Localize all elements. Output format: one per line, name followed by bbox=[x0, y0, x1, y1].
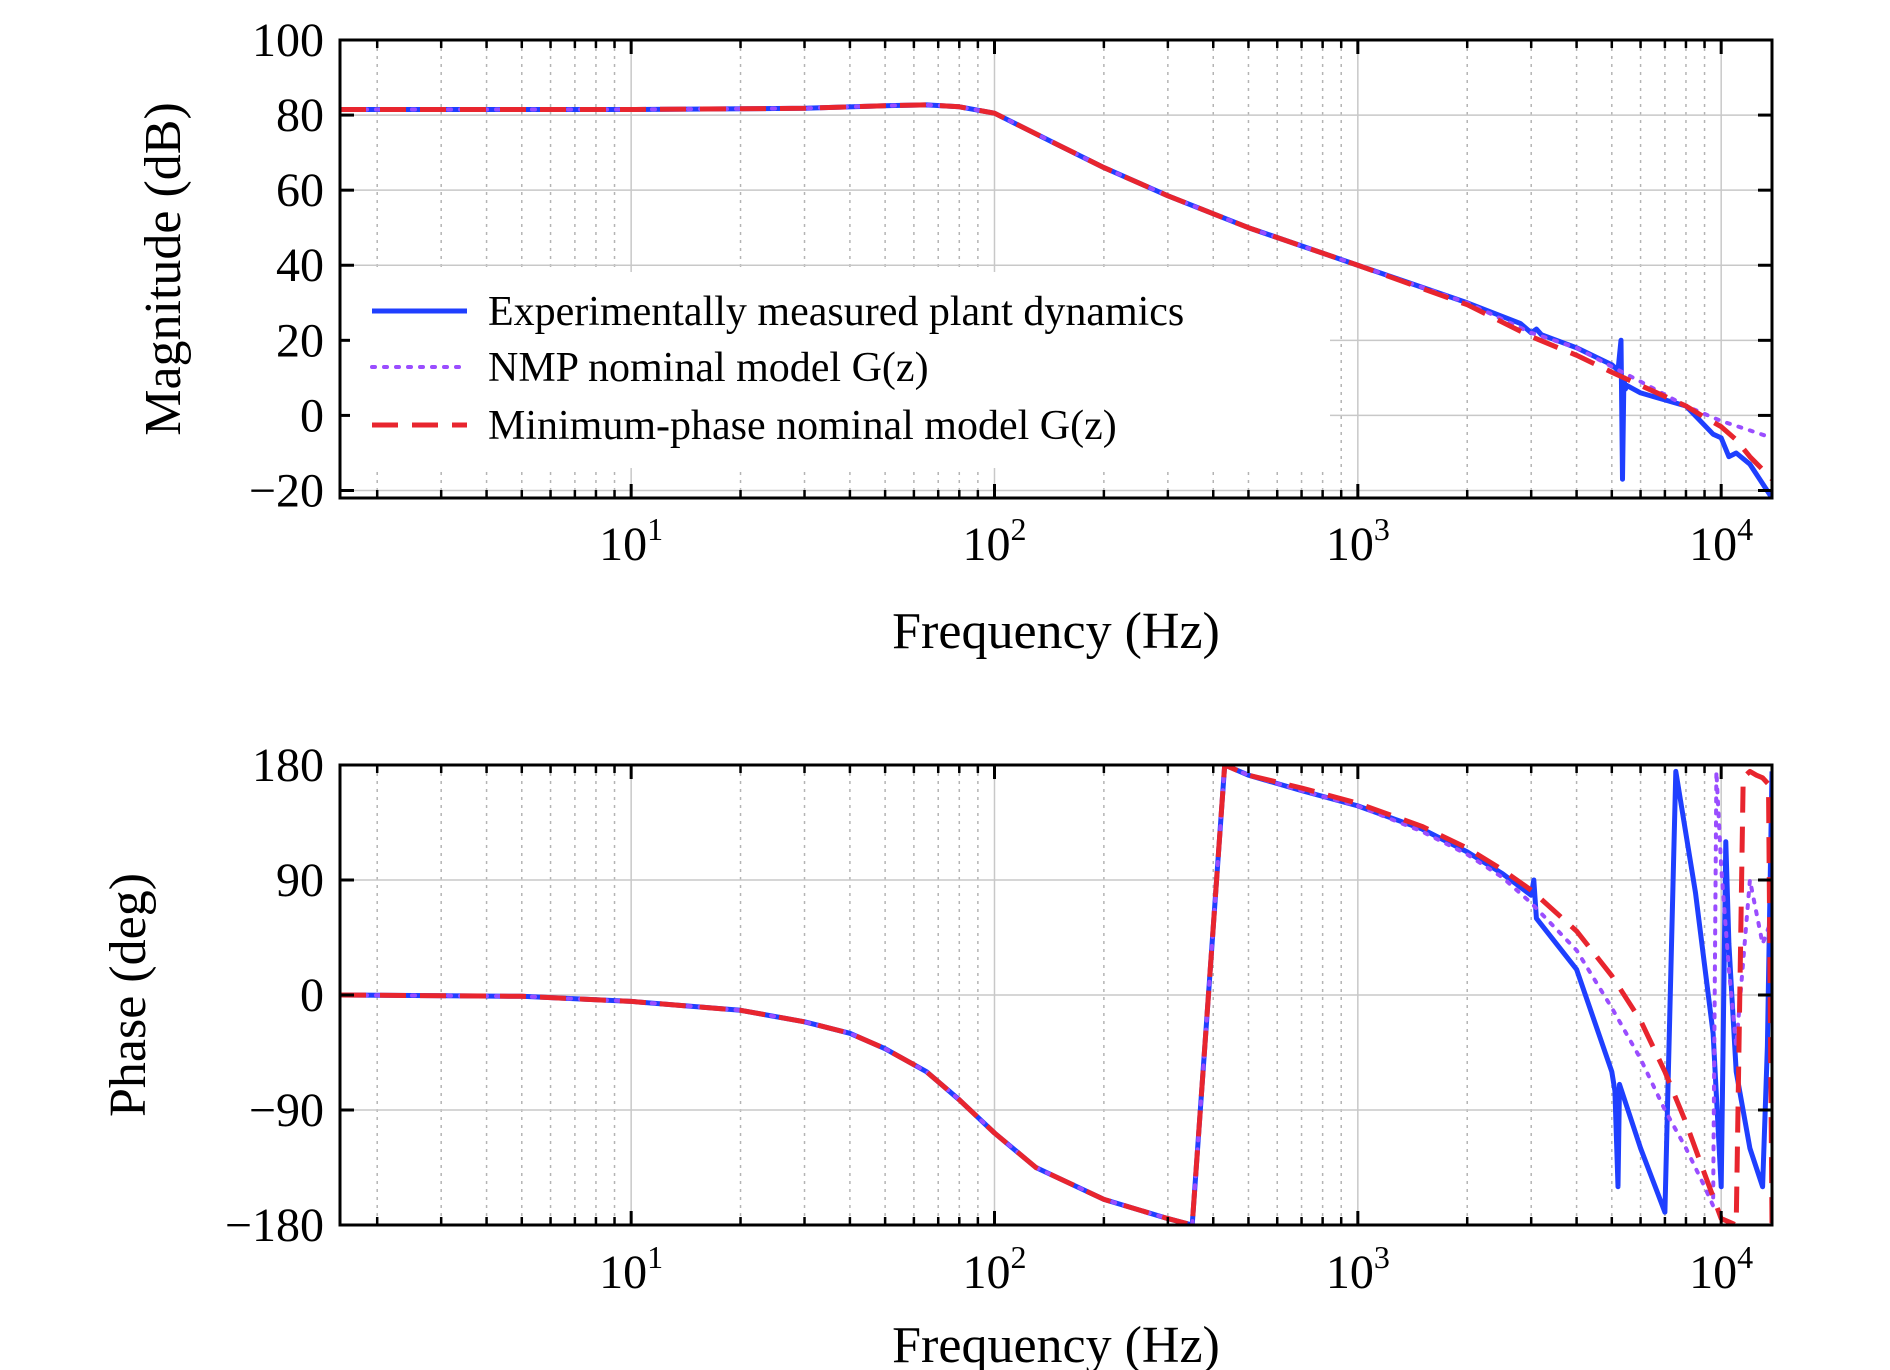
magnitude-y-tick-label: 40 bbox=[276, 239, 324, 292]
phase-y-axis-label: Phase (deg) bbox=[100, 873, 157, 1117]
phase-series-minimum-phase bbox=[340, 765, 1772, 1225]
phase-x-tick-label: 103 bbox=[1326, 1239, 1390, 1299]
magnitude-y-tick-label: −20 bbox=[249, 464, 324, 517]
magnitude-x-tick-label: 101 bbox=[599, 511, 663, 571]
phase-x-tick-label: 101 bbox=[599, 1239, 663, 1299]
legend-entry-minimum-phase: Minimum-phase nominal model G(z) bbox=[372, 403, 1117, 449]
magnitude-plot: 100 80 60 40 20 0 −20 101 102 103 104 Frequency (H… bbox=[135, 14, 1774, 660]
legend-label-measured: Experimentally measured plant dynamics bbox=[488, 289, 1184, 335]
magnitude-y-tick-label: 0 bbox=[300, 389, 324, 442]
magnitude-x-tick-label: 102 bbox=[962, 511, 1026, 571]
magnitude-frame bbox=[338, 38, 1774, 500]
magnitude-lines bbox=[340, 102, 1772, 498]
magnitude-x-tick-label: 103 bbox=[1326, 511, 1390, 571]
legend-entry-measured: Experimentally measured plant dynamics bbox=[372, 289, 1184, 335]
phase-y-tick-label: 90 bbox=[276, 854, 324, 907]
phase-y-tick-label: 180 bbox=[252, 739, 324, 792]
phase-y-tick-label: −180 bbox=[225, 1199, 324, 1252]
phase-frame bbox=[338, 763, 1774, 1227]
magnitude-x-tick-label: 104 bbox=[1689, 511, 1753, 571]
phase-tick-labels: 180 90 0 −90 −180 101 102 103 104 bbox=[225, 739, 1753, 1299]
magnitude-y-tick-label: 60 bbox=[276, 164, 324, 217]
phase-y-tick-label: 0 bbox=[300, 969, 324, 1022]
legend-box bbox=[350, 272, 1330, 468]
phase-y-tick-label: −90 bbox=[249, 1084, 324, 1137]
phase-lines bbox=[340, 765, 1772, 1225]
legend: Experimentally measured plant dynamics N… bbox=[350, 272, 1330, 468]
magnitude-series-measured bbox=[340, 102, 1772, 498]
magnitude-y-tick-label: 80 bbox=[276, 89, 324, 142]
magnitude-series-nmp bbox=[340, 102, 1772, 440]
magnitude-y-axis-label: Magnitude (dB) bbox=[135, 102, 192, 436]
magnitude-x-axis-label: Frequency (Hz) bbox=[892, 603, 1220, 660]
phase-x-axis-label: Frequency (Hz) bbox=[892, 1317, 1220, 1370]
legend-label-nmp: NMP nominal model G(z) bbox=[488, 345, 929, 391]
legend-entry-nmp: NMP nominal model G(z) bbox=[370, 345, 929, 391]
phase-x-tick-label: 104 bbox=[1689, 1239, 1753, 1299]
phase-grid bbox=[340, 765, 1772, 1225]
magnitude-y-tick-label: 20 bbox=[276, 314, 324, 367]
magnitude-y-tick-label: 100 bbox=[252, 14, 324, 67]
magnitude-series-minimum-phase bbox=[340, 102, 1772, 481]
phase-x-tick-label: 102 bbox=[962, 1239, 1026, 1299]
phase-plot: 180 90 0 −90 −180 101 102 103 104 Frequency (Hz)… bbox=[100, 739, 1774, 1370]
magnitude-tick-labels: 100 80 60 40 20 0 −20 101 102 103 104 bbox=[249, 14, 1753, 571]
legend-label-minimum-phase: Minimum-phase nominal model G(z) bbox=[488, 403, 1117, 449]
